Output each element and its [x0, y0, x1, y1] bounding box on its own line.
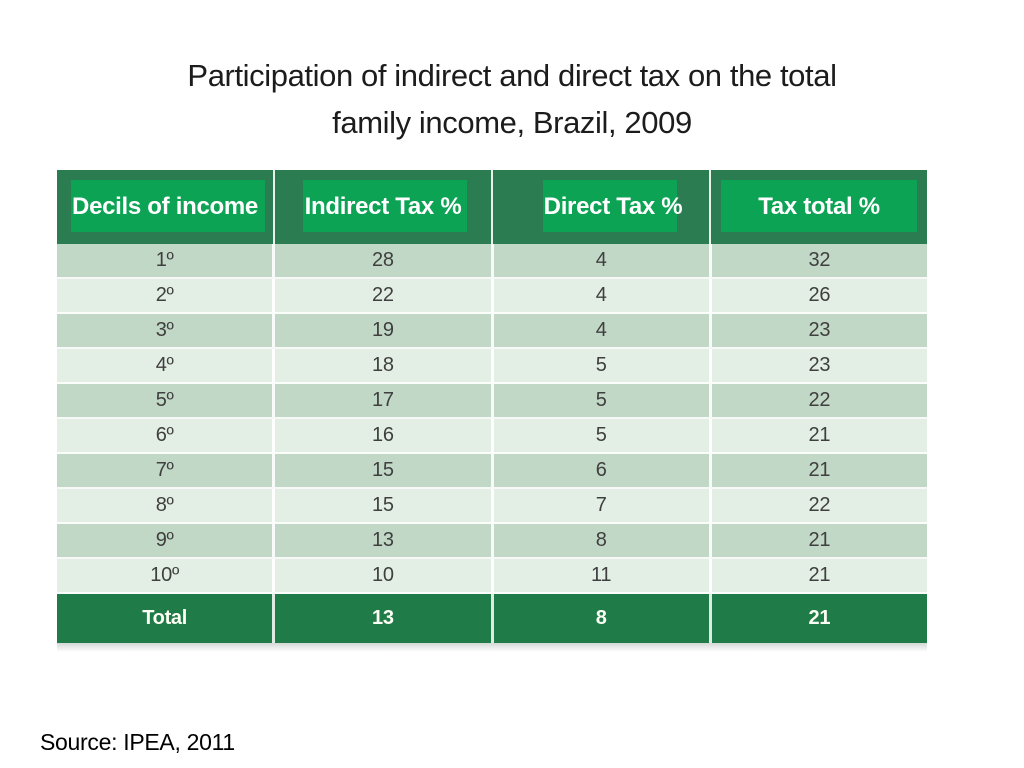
direct-tax-cell: 11 — [494, 559, 712, 592]
table-row: 5º 17 5 22 — [57, 384, 927, 419]
header-highlight-box — [303, 180, 467, 232]
indirect-tax-cell: 10 — [275, 559, 494, 592]
table-row: 3º 19 4 23 — [57, 314, 927, 349]
source-caption: Source: IPEA, 2011 — [40, 729, 235, 755]
header-highlight-box — [543, 180, 677, 232]
decile-cell: 5º — [57, 384, 276, 417]
column-header-label: Indirect Tax % — [304, 193, 462, 220]
table-row: 10º 10 11 21 — [57, 559, 927, 594]
indirect-tax-cell: 15 — [275, 454, 494, 487]
table-row: 4º 18 5 23 — [57, 349, 927, 384]
table-row: 8º 15 7 22 — [57, 489, 927, 524]
table-body: 1º 28 4 32 2º 22 4 26 3º 19 4 23 4º 18 5 — [57, 244, 927, 594]
slide-title: Participation of indirect and direct tax… — [187, 58, 837, 140]
tax-total-cell: 21 — [808, 459, 831, 481]
decile-cell: 3º — [57, 314, 276, 347]
column-header-label: Tax total % — [758, 193, 880, 220]
column-header-decils: Decils of income — [57, 170, 275, 244]
decile-cell: 7º — [57, 454, 276, 487]
column-header-label: Decils of income — [72, 193, 258, 220]
column-header-direct-tax: Direct Tax % — [493, 170, 711, 244]
tax-table: Decils of income Indirect Tax % Direct T… — [57, 170, 927, 652]
tax-total-cell: 22 — [808, 494, 831, 516]
table-row: 2º 22 4 26 — [57, 279, 927, 314]
decile-cell: 4º — [57, 349, 276, 382]
table-row: 1º 28 4 32 — [57, 244, 927, 279]
tax-total-cell: 22 — [808, 389, 831, 411]
decile-cell: 10º — [57, 559, 276, 592]
decile-cell: 8º — [57, 489, 276, 522]
direct-tax-cell: 5 — [494, 384, 712, 417]
decile-cell: 9º — [57, 524, 276, 557]
tax-total-cell: 21 — [808, 529, 831, 551]
decile-cell: 6º — [57, 419, 276, 452]
indirect-tax-cell: 28 — [275, 244, 494, 277]
tax-total-cell: 23 — [808, 319, 831, 341]
indirect-tax-cell: 19 — [275, 314, 494, 347]
header-highlight-box — [721, 180, 917, 232]
direct-tax-cell: 4 — [494, 279, 712, 312]
indirect-tax-cell: 13 — [275, 524, 494, 557]
column-header-label: Direct Tax % — [543, 193, 683, 220]
table-header-row: Decils of income Indirect Tax % Direct T… — [57, 170, 927, 244]
table-total-row: Total 13 8 21 — [57, 594, 927, 643]
direct-tax-cell: 4 — [494, 314, 712, 347]
indirect-tax-cell: 16 — [275, 419, 494, 452]
column-header-tax-total: Tax total % — [711, 170, 927, 244]
table-row: 9º 13 8 21 — [57, 524, 927, 559]
header-highlight-box — [71, 180, 265, 232]
tax-total-cell: 23 — [808, 354, 831, 376]
table-row: 6º 16 5 21 — [57, 419, 927, 454]
total-indirect-cell: 13 — [275, 594, 494, 643]
direct-tax-cell: 6 — [494, 454, 712, 487]
direct-tax-cell: 7 — [494, 489, 712, 522]
indirect-tax-cell: 17 — [275, 384, 494, 417]
total-tax-total-cell: 21 — [808, 607, 831, 629]
total-label-cell: Total — [57, 594, 276, 643]
indirect-tax-cell: 22 — [275, 279, 494, 312]
table-row: 7º 15 6 21 — [57, 454, 927, 489]
tax-total-cell: 21 — [808, 424, 831, 446]
decile-cell: 1º — [57, 244, 276, 277]
tax-total-cell: 26 — [808, 284, 831, 306]
total-direct-cell: 8 — [494, 594, 712, 643]
tax-total-cell: 32 — [808, 249, 831, 271]
direct-tax-cell: 4 — [494, 244, 712, 277]
direct-tax-cell: 5 — [494, 349, 712, 382]
direct-tax-cell: 8 — [494, 524, 712, 557]
column-header-indirect-tax: Indirect Tax % — [275, 170, 493, 244]
indirect-tax-cell: 15 — [275, 489, 494, 522]
decile-cell: 2º — [57, 279, 276, 312]
direct-tax-cell: 5 — [494, 419, 712, 452]
tax-total-cell: 21 — [808, 564, 831, 586]
indirect-tax-cell: 18 — [275, 349, 494, 382]
